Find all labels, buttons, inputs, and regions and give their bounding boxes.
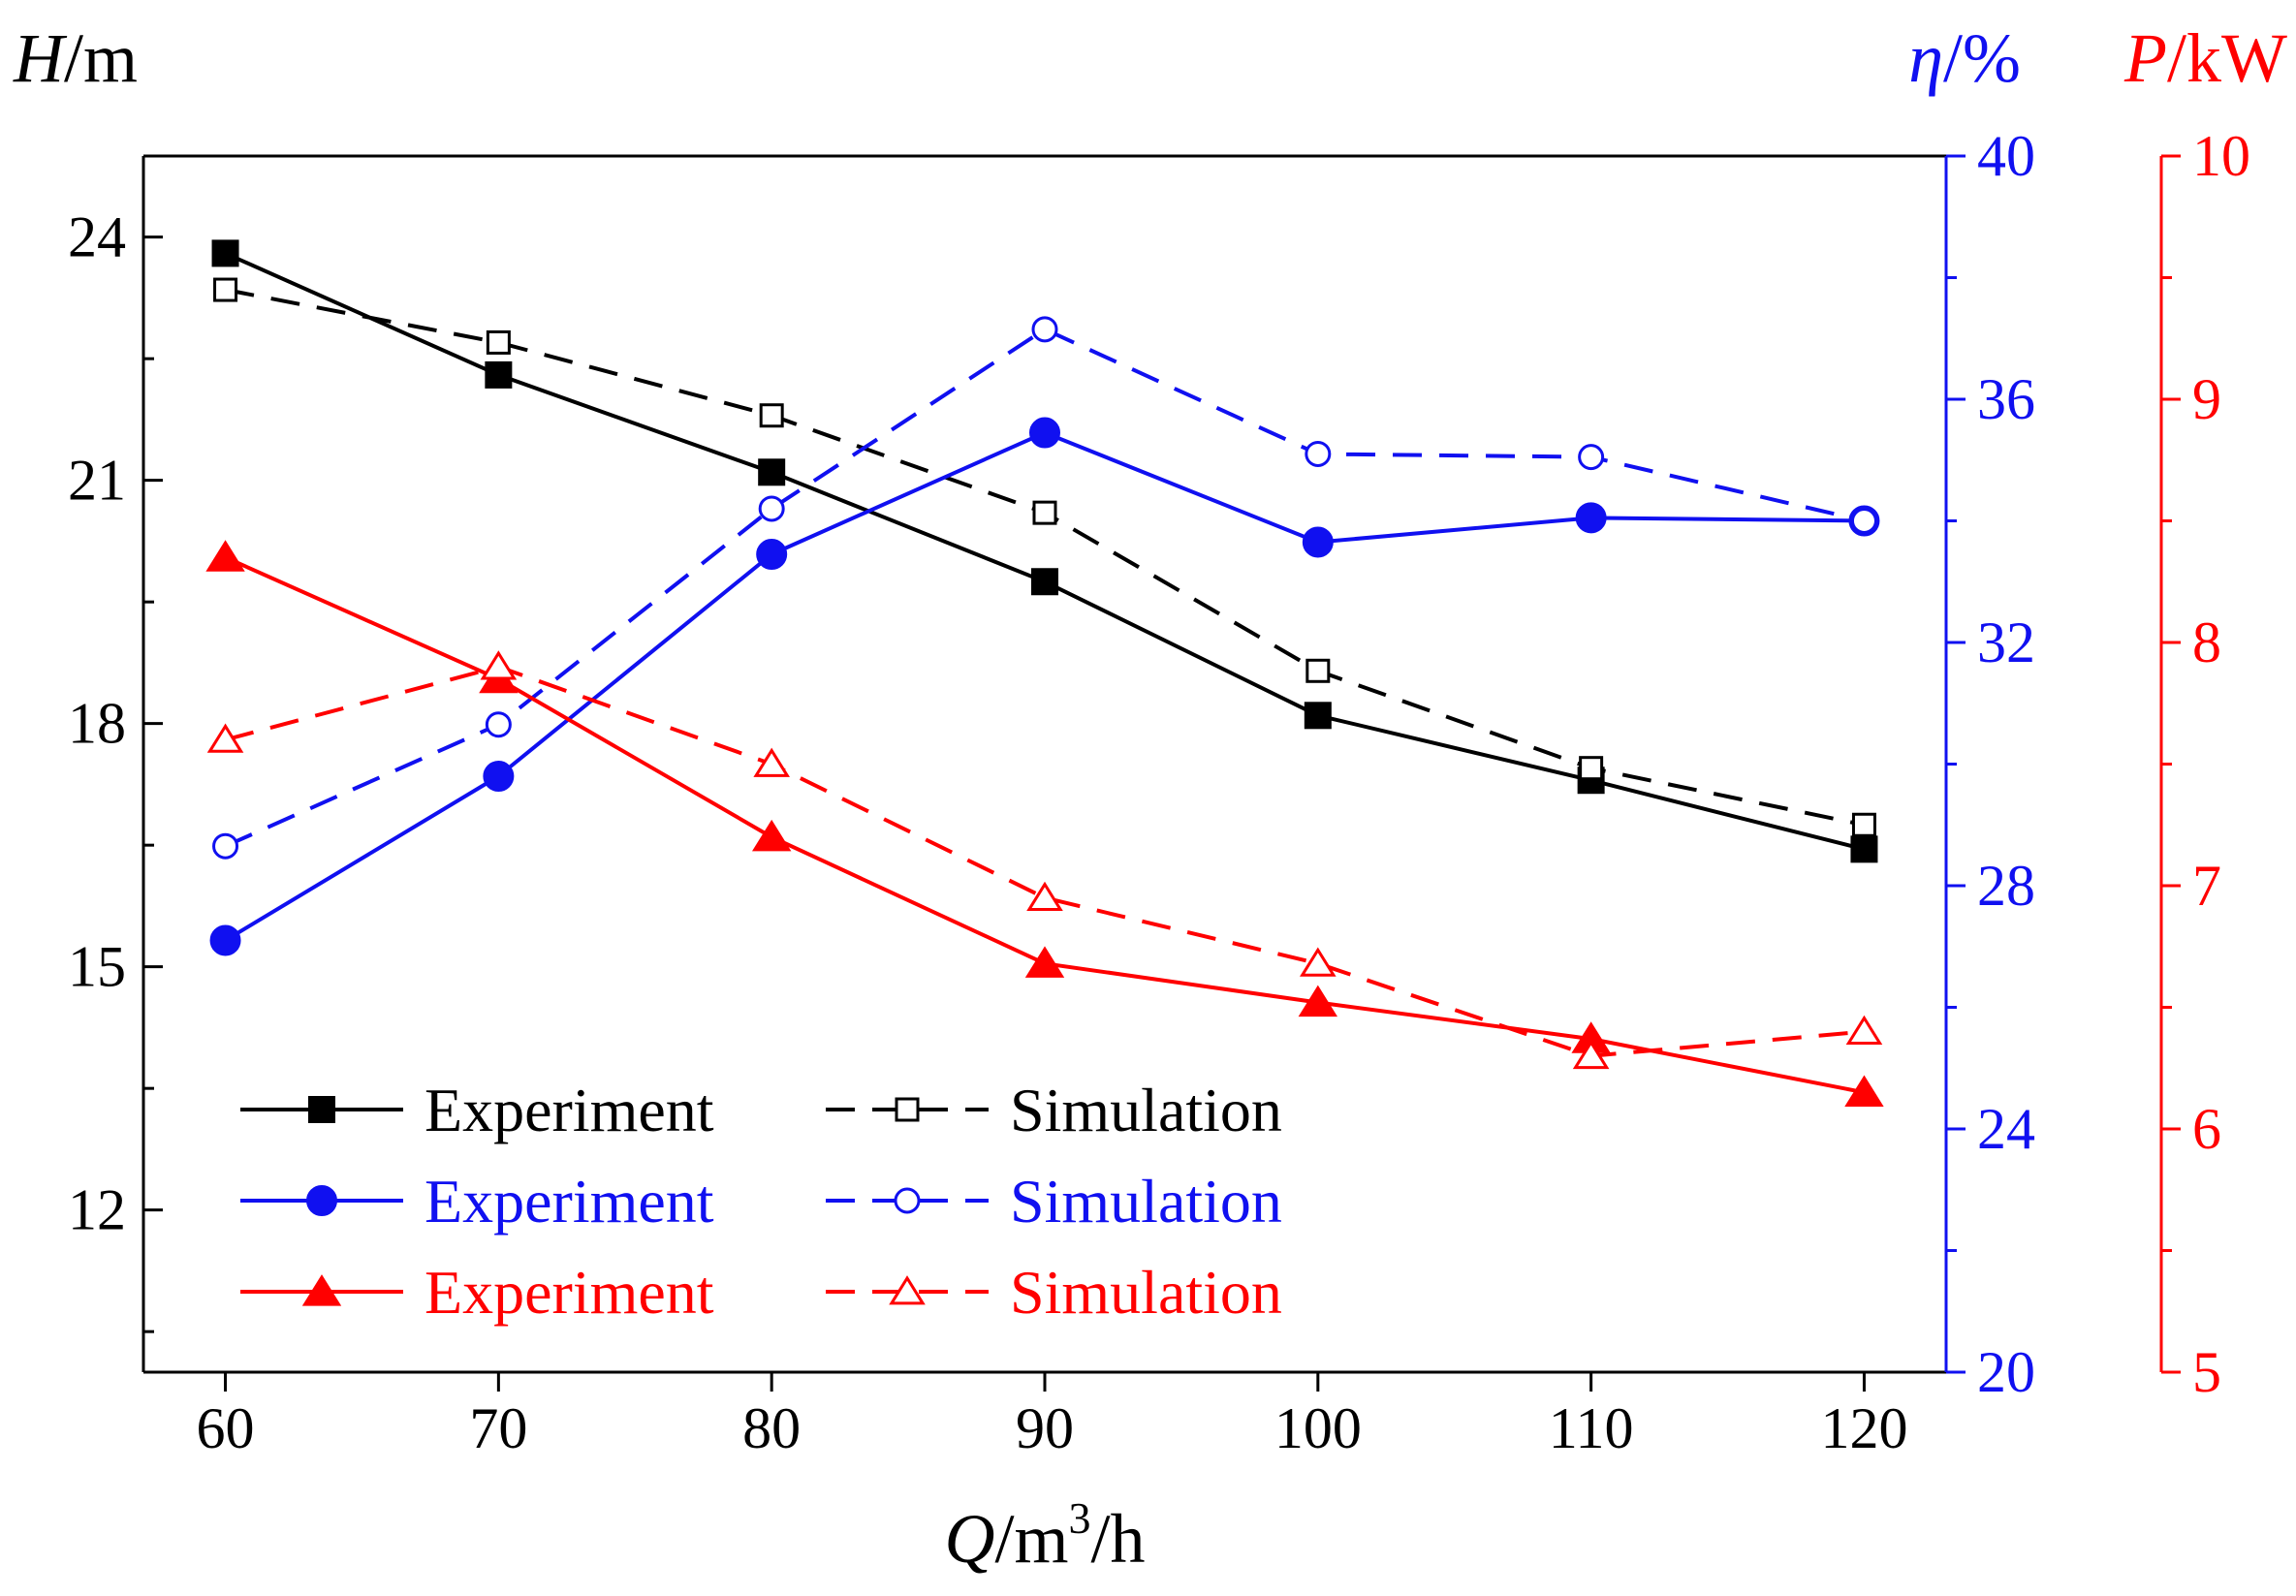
x-axis-title: Q/m3/h [944, 1493, 1145, 1578]
series-eff-simulation [212, 316, 1877, 860]
series-line [224, 555, 1865, 1095]
data-point [1305, 658, 1331, 683]
data-point [758, 495, 785, 522]
data-point [485, 711, 512, 738]
legend-sim-marker [895, 1097, 920, 1122]
eff-tick-label: 24 [1977, 1097, 2035, 1161]
data-point [758, 458, 786, 486]
data-point [1304, 702, 1332, 730]
data-point [1032, 500, 1057, 525]
data-point [1031, 316, 1058, 343]
legend-row: Experiment Simulation [240, 1076, 1282, 1144]
series-layer [205, 239, 1884, 1107]
head-tick-label: 12 [68, 1178, 126, 1242]
data-point [756, 539, 788, 571]
eff-tick-label: 32 [1977, 610, 2035, 674]
legend-exp-label: Experiment [425, 1258, 714, 1327]
x-tick-label: 80 [742, 1396, 801, 1460]
power-tick-label: 8 [2192, 610, 2221, 674]
data-point [1024, 946, 1065, 978]
power-tick-label: 5 [2192, 1340, 2221, 1404]
legend-sim-label: Simulation [1010, 1258, 1282, 1327]
data-point [1302, 526, 1334, 558]
eff-tick-label: 28 [1977, 854, 2035, 918]
data-point [1305, 440, 1332, 467]
axes: 60 70 80 90 100 110 120 12 15 18 21 24 20 24 28 32 36 40 5… [68, 124, 2250, 1460]
x-tick-label: 120 [1820, 1396, 1907, 1460]
data-point [212, 832, 239, 860]
head-tick-label: 15 [68, 935, 126, 999]
data-point [1029, 417, 1060, 449]
data-point [205, 540, 245, 572]
head-tick-label: 24 [68, 205, 126, 269]
legend-row: Experiment Simulation [240, 1258, 1282, 1327]
legend-exp-marker [306, 1185, 337, 1216]
data-point [1845, 1015, 1883, 1045]
power-tick-label: 6 [2192, 1097, 2221, 1161]
x-tick-label: 110 [1549, 1396, 1634, 1460]
head-tick-label: 18 [68, 692, 126, 756]
eff-tick-label: 36 [1977, 367, 2035, 431]
data-point [1850, 508, 1877, 534]
data-point [206, 723, 244, 753]
legend-exp-label: Experiment [425, 1076, 714, 1144]
x-tick-label: 60 [197, 1396, 255, 1460]
legend-exp-marker [308, 1096, 335, 1123]
legend-exp-marker [301, 1274, 342, 1306]
series-power-experiment [205, 540, 1884, 1107]
data-point [1031, 568, 1058, 596]
data-point [1851, 812, 1876, 837]
data-point [480, 650, 518, 680]
data-point [1579, 756, 1604, 781]
data-point [1300, 947, 1337, 977]
power-tick-label: 9 [2192, 367, 2221, 431]
data-point [1575, 502, 1607, 534]
series-line [224, 251, 1865, 852]
legend-exp-label: Experiment [425, 1167, 714, 1236]
series-line [225, 288, 1865, 828]
legend-row: Experiment Simulation [240, 1167, 1282, 1236]
head-tick-label: 21 [68, 449, 126, 513]
series-power-simulation [206, 650, 1883, 1070]
eff-axis-title: η/% [1908, 19, 2021, 97]
data-point [485, 360, 513, 389]
series-head-simulation [213, 277, 1876, 837]
legend: Experiment Simulation Experiment Simulation… [240, 1076, 1282, 1327]
power-tick-label: 7 [2192, 854, 2221, 918]
legend-sim-label: Simulation [1010, 1167, 1282, 1236]
data-point [751, 819, 792, 852]
head-axis-title: H/m [13, 19, 138, 97]
x-tick-label: 100 [1274, 1396, 1362, 1460]
x-tick-label: 70 [469, 1396, 527, 1460]
data-point [753, 747, 790, 777]
data-point [759, 403, 784, 428]
series-line [224, 665, 1865, 1058]
data-point [486, 329, 511, 355]
data-point [211, 239, 239, 267]
power-tick-label: 10 [2192, 124, 2250, 188]
data-point [1298, 985, 1338, 1017]
power-axis-title: P/kW [2123, 19, 2287, 97]
legend-sim-marker [894, 1187, 921, 1214]
legend-sim-label: Simulation [1010, 1076, 1282, 1144]
axis-titles: H/m η/% P/kW Q/m3/h [13, 19, 2287, 1578]
data-point [1850, 835, 1878, 863]
series-eff-experiment [209, 417, 1880, 956]
x-tick-label: 90 [1016, 1396, 1074, 1460]
data-point [1578, 444, 1605, 471]
eff-tick-label: 20 [1977, 1340, 2035, 1404]
data-point [209, 924, 241, 956]
data-point [483, 761, 515, 793]
data-point [1844, 1075, 1884, 1107]
data-point [1572, 1039, 1610, 1070]
data-point [213, 277, 238, 302]
data-point [1026, 881, 1063, 911]
eff-tick-label: 40 [1977, 124, 2035, 188]
legend-sim-marker [889, 1275, 926, 1305]
